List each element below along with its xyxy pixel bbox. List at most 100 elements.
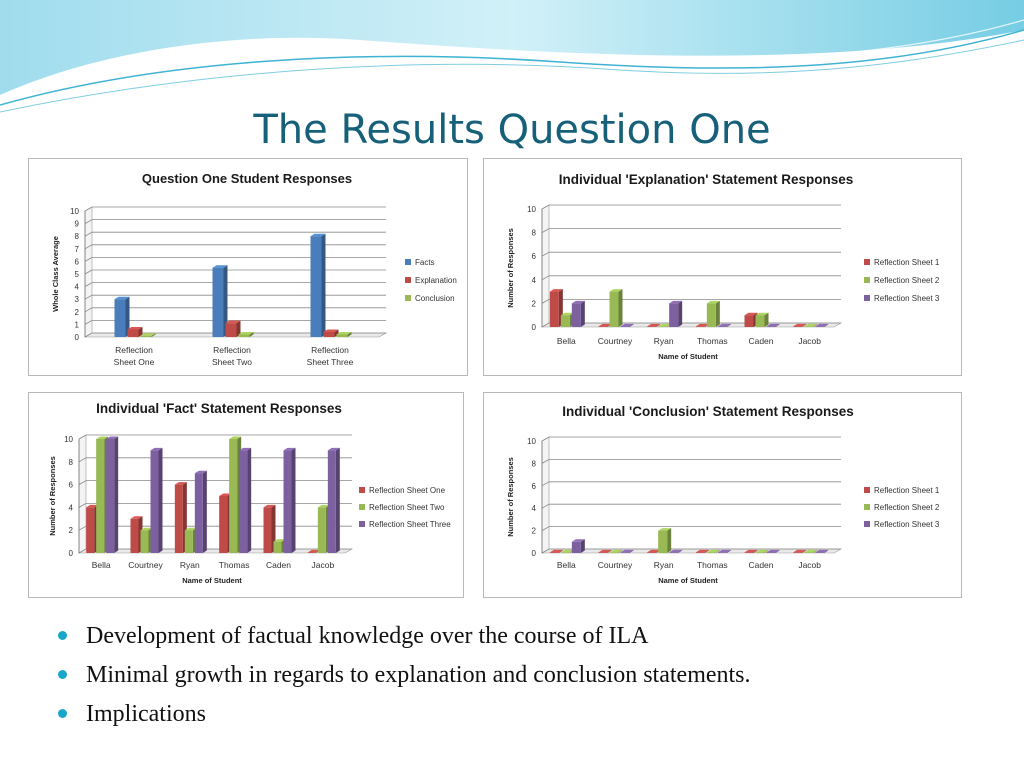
bullet-text: Minimal growth in regards to explanation… xyxy=(86,662,751,688)
gridline xyxy=(541,526,841,531)
gridline xyxy=(541,481,841,487)
bar-side xyxy=(678,300,683,327)
bar xyxy=(263,507,272,553)
gridline xyxy=(84,269,386,275)
legend-label: Reflection Sheet Three xyxy=(369,520,451,529)
y-tick-label: 4 xyxy=(75,283,80,292)
x-tick-label: Thomas xyxy=(697,560,728,570)
bar xyxy=(620,552,630,553)
bar xyxy=(194,473,203,553)
bar xyxy=(239,450,248,553)
chart-class-averages: Question One Student Responses 0 1 2 3 4 5 6 7 8 9… xyxy=(51,171,457,367)
legend-swatch xyxy=(864,521,870,527)
bar-side xyxy=(764,549,769,553)
bar xyxy=(620,326,630,327)
gridline xyxy=(84,332,386,338)
legend-swatch xyxy=(359,487,365,493)
bar-side xyxy=(558,549,563,553)
x-tick-label: Sheet One xyxy=(114,357,155,367)
bar xyxy=(106,439,115,553)
bar-side xyxy=(125,296,130,337)
bar-top xyxy=(815,323,829,327)
bar-top xyxy=(273,539,286,542)
bar-side xyxy=(114,436,119,553)
x-tick-label: Sheet Two xyxy=(212,357,252,367)
bar xyxy=(669,552,679,553)
bar-top xyxy=(140,527,153,531)
legend-label: Reflection Sheet 3 xyxy=(874,520,940,529)
bar-top xyxy=(755,312,769,316)
bar-top xyxy=(327,447,340,451)
bar-side xyxy=(629,549,634,553)
gridline xyxy=(541,275,841,281)
bar-side xyxy=(223,265,228,337)
bar xyxy=(307,552,316,553)
bar-top xyxy=(755,549,769,553)
gridline xyxy=(84,319,386,325)
bar-top xyxy=(647,549,661,553)
x-tick-label: Thomas xyxy=(697,336,728,346)
bar-top xyxy=(560,549,574,553)
gridline xyxy=(84,257,386,262)
chart-panel-fact: Individual 'Fact' Statement Responses 0 2 4… xyxy=(28,392,464,598)
bar xyxy=(609,291,619,327)
bar-side xyxy=(775,549,780,553)
bar xyxy=(717,326,727,327)
bar xyxy=(219,496,228,553)
gridline xyxy=(78,457,352,463)
x-tick-label: Ryan xyxy=(654,560,674,570)
bar xyxy=(766,326,776,327)
bar xyxy=(695,326,705,327)
bar-side xyxy=(667,528,672,553)
bar xyxy=(150,450,159,553)
bar xyxy=(766,552,776,553)
chart-title: Individual 'Conclusion' Statement Respon… xyxy=(562,404,853,419)
legend-label: Reflection Sheet 2 xyxy=(874,276,940,285)
bar-top xyxy=(744,312,758,316)
bar xyxy=(658,530,668,553)
y-tick-label: 10 xyxy=(70,207,79,216)
bar-top xyxy=(238,331,254,335)
legend-swatch xyxy=(405,295,411,301)
x-tick-label: Bella xyxy=(557,560,576,570)
chart-title: Question One Student Responses xyxy=(142,171,352,186)
bar-side xyxy=(678,549,683,553)
y-tick-label: 3 xyxy=(75,295,80,304)
bar-top xyxy=(549,549,563,553)
bar-top xyxy=(323,329,339,332)
bar-top xyxy=(598,549,612,553)
y-tick-label: 2 xyxy=(69,526,74,535)
x-tick-label: Reflection xyxy=(213,345,251,355)
bar-side xyxy=(802,549,807,553)
bar xyxy=(549,552,559,553)
gridline xyxy=(84,307,386,313)
bar xyxy=(755,315,765,327)
bar-side xyxy=(580,539,585,553)
bar-side xyxy=(158,447,163,553)
y-tick-label: 0 xyxy=(532,323,537,332)
y-tick-label: 5 xyxy=(75,270,80,279)
bar xyxy=(327,450,336,553)
bar-top xyxy=(549,289,563,292)
bullet-list: Development of factual knowledge over th… xyxy=(56,620,996,737)
bar-top xyxy=(571,539,585,542)
bar-side xyxy=(202,470,207,553)
bullet-item: Development of factual knowledge over th… xyxy=(56,620,996,659)
x-axis-label: Name of Student xyxy=(658,352,718,361)
legend-swatch xyxy=(359,521,365,527)
bar-top xyxy=(658,323,672,327)
bar xyxy=(174,484,183,553)
x-tick-label: Jacob xyxy=(798,336,821,346)
x-tick-label: Reflection xyxy=(115,345,153,355)
bar-side xyxy=(321,233,326,337)
legend-label: Conclusion xyxy=(415,294,455,303)
side-wall xyxy=(541,436,550,554)
bar-top xyxy=(130,516,143,519)
bar xyxy=(647,326,657,327)
bar-top xyxy=(717,323,731,327)
y-tick-label: 6 xyxy=(532,252,537,261)
bar-top xyxy=(140,333,156,336)
bar-side xyxy=(753,549,758,553)
bar-side xyxy=(629,323,634,327)
bar-side xyxy=(824,323,829,327)
